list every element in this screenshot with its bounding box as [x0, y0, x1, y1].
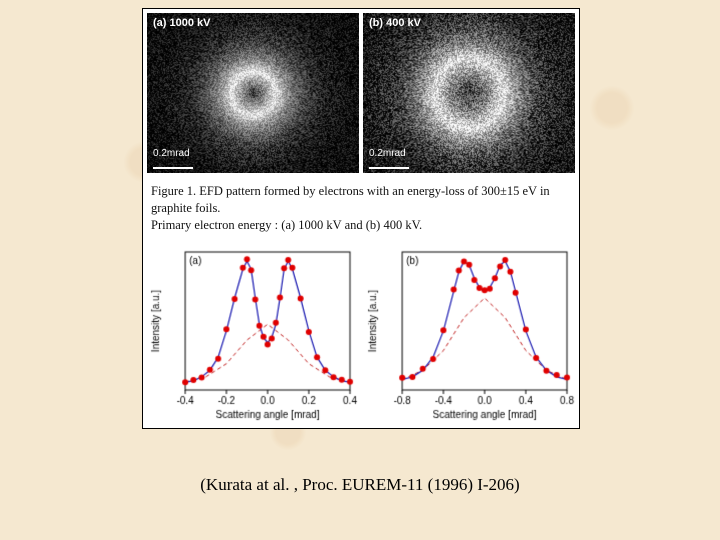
- image-a-label: (a) 1000 kV: [153, 17, 210, 29]
- citation-text: (Kurata at al. , Proc. EUREM-11 (1996) I…: [0, 475, 720, 495]
- caption-line-1: Figure 1. EFD pattern formed by electron…: [151, 183, 571, 217]
- diffraction-image-a: (a) 1000 kV 0.2mrad: [147, 13, 359, 173]
- image-b-scale-bar: [369, 167, 409, 169]
- image-a-scale-bar: [153, 167, 193, 169]
- figure-caption: Figure 1. EFD pattern formed by electron…: [143, 177, 579, 238]
- figure-panel: (a) 1000 kV 0.2mrad (b) 400 kV 0.2mrad F…: [142, 8, 580, 429]
- caption-line-2: Primary electron energy : (a) 1000 kV an…: [151, 217, 571, 234]
- profile-chart-a: [147, 242, 358, 422]
- image-b-label: (b) 400 kV: [369, 17, 421, 29]
- diffraction-image-b: (b) 400 kV 0.2mrad: [363, 13, 575, 173]
- diffraction-images-row: (a) 1000 kV 0.2mrad (b) 400 kV 0.2mrad: [143, 9, 579, 177]
- image-b-scale-text: 0.2mrad: [369, 148, 406, 159]
- profile-charts-row: [143, 238, 579, 428]
- profile-chart-b: [364, 242, 575, 422]
- image-a-scale-text: 0.2mrad: [153, 148, 190, 159]
